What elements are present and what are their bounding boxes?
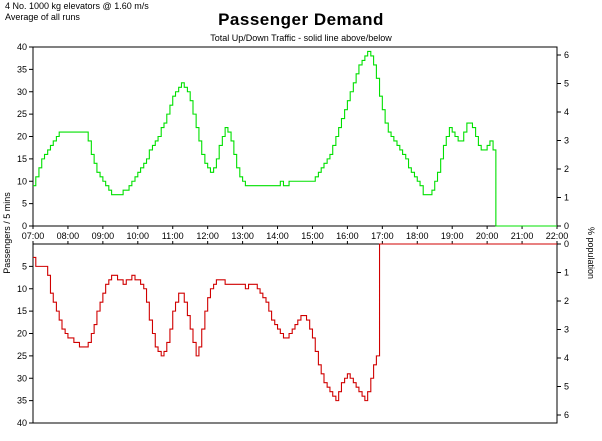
chart-title: Passenger Demand [218, 10, 384, 29]
x-tick-label: 11:00 [162, 231, 184, 241]
x-tick-label: 20:00 [476, 231, 499, 241]
x-tick-label: 21:00 [511, 231, 534, 241]
x-tick-label: 15:00 [301, 231, 324, 241]
lower-right-tick-label: 4 [564, 353, 569, 363]
chart-subtitle: Total Up/Down Traffic - solid line above… [210, 33, 392, 43]
lower-right-tick-label: 0 [564, 239, 569, 249]
lower-plot-frame [32, 243, 558, 424]
lower-right-tick-label: 2 [564, 296, 569, 306]
upper-left-tick-label: 10 [17, 176, 27, 186]
left-y-axis-label: Passengers / 5 mins [2, 192, 12, 274]
right-y-axis-label: % population [586, 226, 596, 280]
upper-right-tick-label: 2 [564, 164, 569, 174]
x-tick-label: 22:00 [546, 231, 569, 241]
x-tick-label: 13:00 [231, 231, 254, 241]
lower-left-tick-label: 35 [17, 396, 27, 406]
x-tick-label: 19:00 [441, 231, 464, 241]
averaging-note-text: Average of all runs [5, 12, 80, 22]
x-tick-label: 07:00 [22, 231, 45, 241]
elevator-config-text: 4 No. 1000 kg elevators @ 1.60 m/s [5, 1, 149, 11]
lower-right-tick-label: 3 [564, 325, 569, 335]
upper-right-tick-label: 3 [564, 136, 569, 146]
x-tick-label: 18:00 [406, 231, 429, 241]
upper-left-tick-label: 20 [17, 132, 27, 142]
x-tick-label: 14:00 [266, 231, 289, 241]
lower-left-tick-label: 5 [22, 261, 27, 271]
lower-left-tick-label: 15 [17, 306, 27, 316]
x-tick-label: 12:00 [196, 231, 219, 241]
upper-right-tick-label: 6 [564, 50, 569, 60]
lower-left-tick-label: 20 [17, 329, 27, 339]
upper-right-tick-label: 0 [564, 221, 569, 231]
upper-left-tick-label: 0 [22, 221, 27, 231]
lower-series-line [33, 243, 557, 402]
lower-right-tick-label: 6 [564, 410, 569, 420]
upper-left-tick-label: 30 [17, 87, 27, 97]
upper-series-line [33, 50, 557, 227]
upper-right-tick-label: 1 [564, 193, 569, 203]
upper-left-tick-label: 25 [17, 109, 27, 119]
x-tick-label: 10:00 [127, 231, 150, 241]
lower-left-tick-label: 10 [17, 284, 27, 294]
lower-left-tick-label: 30 [17, 373, 27, 383]
upper-left-tick-label: 40 [17, 42, 27, 52]
x-tick-label: 09:00 [92, 231, 115, 241]
x-tick-label: 08:00 [57, 231, 80, 241]
upper-left-tick-label: 35 [17, 64, 27, 74]
upper-left-tick-label: 5 [22, 199, 27, 209]
upper-right-tick-label: 4 [564, 107, 569, 117]
lower-left-tick-label: 25 [17, 351, 27, 361]
upper-right-tick-label: 5 [564, 79, 569, 89]
upper-left-tick-label: 15 [17, 154, 27, 164]
x-tick-label: 16:00 [336, 231, 359, 241]
x-tick-label: 17:00 [371, 231, 394, 241]
lower-right-tick-label: 1 [564, 268, 569, 278]
lower-right-tick-label: 5 [564, 382, 569, 392]
lower-left-tick-label: 40 [17, 418, 27, 428]
